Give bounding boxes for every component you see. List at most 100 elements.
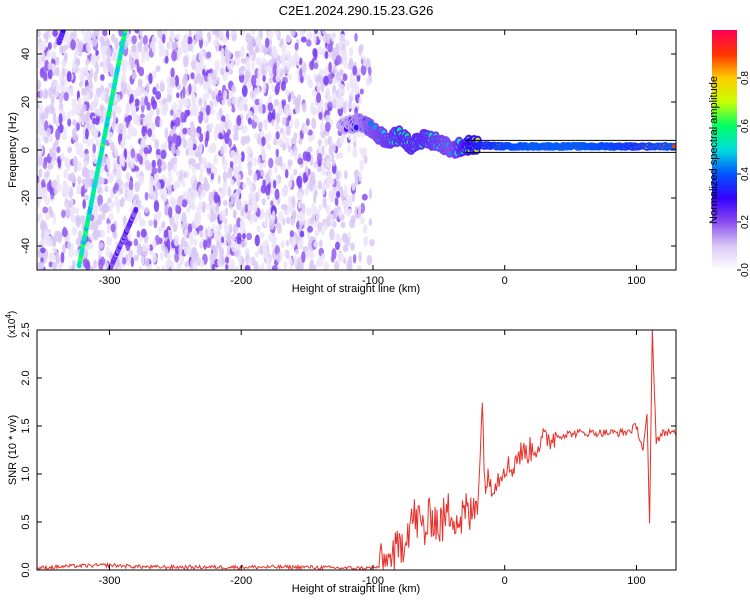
noise-speckle bbox=[156, 265, 160, 270]
noise-speckle bbox=[268, 45, 273, 57]
noise-speckle bbox=[281, 43, 287, 55]
noise-speckle bbox=[136, 230, 141, 238]
noise-speckle bbox=[339, 186, 344, 193]
noise-speckle bbox=[79, 81, 83, 88]
noise-speckle bbox=[247, 167, 253, 176]
noise-speckle bbox=[254, 132, 259, 139]
noise-speckle bbox=[195, 33, 200, 42]
noise-speckle bbox=[157, 166, 162, 174]
noise-speckle bbox=[55, 56, 60, 66]
noise-speckle bbox=[72, 226, 76, 237]
noise-speckle bbox=[155, 83, 159, 91]
noise-speckle bbox=[74, 57, 81, 66]
noise-speckle bbox=[71, 98, 77, 109]
noise-speckle bbox=[151, 133, 156, 142]
noise-speckle bbox=[284, 168, 289, 179]
colorbar-tick-label: 0.2 bbox=[740, 215, 750, 229]
noise-speckle bbox=[302, 171, 307, 184]
noise-speckle bbox=[169, 215, 175, 227]
noise-speckle bbox=[229, 149, 236, 159]
noise-speckle bbox=[128, 180, 134, 193]
noise-speckle bbox=[133, 238, 139, 247]
noise-speckle bbox=[220, 256, 226, 265]
noise-speckle bbox=[147, 111, 153, 123]
noise-speckle bbox=[317, 139, 322, 147]
noise-speckle bbox=[326, 87, 331, 98]
noise-speckle bbox=[136, 153, 141, 162]
noise-speckle bbox=[287, 159, 293, 167]
noise-speckle bbox=[260, 184, 267, 194]
noise-speckle bbox=[320, 227, 326, 236]
x-tick-label: -200 bbox=[230, 275, 252, 287]
noise-speckle bbox=[249, 35, 256, 47]
noise-speckle bbox=[39, 104, 43, 114]
noise-speckle bbox=[352, 134, 357, 145]
noise-speckle bbox=[209, 100, 213, 111]
noise-speckle bbox=[82, 88, 88, 95]
noise-speckle bbox=[267, 111, 273, 123]
noise-speckle bbox=[182, 181, 186, 188]
noise-speckle bbox=[154, 138, 160, 150]
noise-speckle bbox=[174, 117, 181, 127]
noise-speckle bbox=[230, 179, 235, 187]
noise-speckle bbox=[196, 132, 200, 139]
noise-speckle bbox=[276, 60, 280, 69]
noise-speckle bbox=[122, 256, 127, 265]
noise-speckle bbox=[224, 121, 229, 130]
snr-x-ticks: -300 -200 -100 0 100 bbox=[98, 330, 646, 587]
noise-speckle bbox=[106, 161, 111, 171]
noise-speckle bbox=[76, 182, 82, 195]
noise-speckle bbox=[74, 249, 79, 257]
y-tick-label: 40 bbox=[20, 48, 32, 60]
noise-speckle bbox=[255, 56, 262, 66]
noise-speckle bbox=[115, 170, 122, 180]
noise-speckle bbox=[144, 206, 149, 214]
noise-speckle bbox=[146, 243, 151, 251]
colorbar-tick-label: 0.6 bbox=[740, 119, 750, 133]
noise-speckle bbox=[210, 172, 215, 181]
y-tick-label: 2.5 bbox=[20, 322, 32, 337]
streak-blob bbox=[60, 30, 66, 34]
noise-speckle bbox=[95, 49, 99, 57]
noise-speckle bbox=[363, 155, 368, 165]
noise-speckle bbox=[132, 104, 137, 115]
noise-speckle bbox=[338, 209, 343, 218]
noise-speckle bbox=[236, 198, 242, 211]
noise-speckle bbox=[72, 119, 77, 127]
noise-speckle bbox=[264, 211, 270, 222]
noise-speckle bbox=[176, 92, 180, 99]
noise-speckle bbox=[279, 155, 283, 168]
noise-speckle bbox=[294, 118, 300, 129]
noise-speckle bbox=[290, 173, 295, 181]
noise-speckle bbox=[261, 136, 266, 147]
noise-speckle bbox=[194, 150, 199, 158]
noise-speckle bbox=[266, 255, 271, 263]
noise-speckle bbox=[226, 232, 230, 244]
noise-speckle bbox=[205, 104, 211, 116]
noise-speckle bbox=[164, 127, 169, 139]
noise-speckle bbox=[126, 172, 131, 181]
spectrogram-noise-field bbox=[37, 30, 375, 270]
noise-speckle bbox=[344, 236, 351, 248]
noise-speckle bbox=[47, 135, 54, 143]
noise-speckle bbox=[39, 238, 44, 251]
noise-speckle bbox=[282, 142, 286, 152]
noise-speckle bbox=[357, 204, 362, 216]
noise-speckle bbox=[70, 242, 74, 252]
noise-speckle bbox=[236, 232, 242, 241]
noise-speckle bbox=[188, 232, 193, 241]
noise-speckle bbox=[271, 265, 278, 270]
colorbar-tick-label: 0.8 bbox=[740, 71, 750, 85]
noise-speckle bbox=[257, 121, 263, 130]
noise-speckle bbox=[294, 103, 301, 114]
noise-speckle bbox=[51, 51, 57, 60]
noise-speckle bbox=[305, 126, 309, 134]
noise-speckle bbox=[168, 41, 172, 50]
noise-speckle bbox=[52, 213, 56, 225]
noise-speckle bbox=[213, 191, 219, 204]
noise-speckle bbox=[186, 206, 191, 214]
noise-speckle bbox=[262, 250, 268, 259]
noise-speckle bbox=[307, 182, 314, 191]
noise-speckle bbox=[289, 230, 295, 238]
noise-speckle bbox=[56, 146, 61, 154]
